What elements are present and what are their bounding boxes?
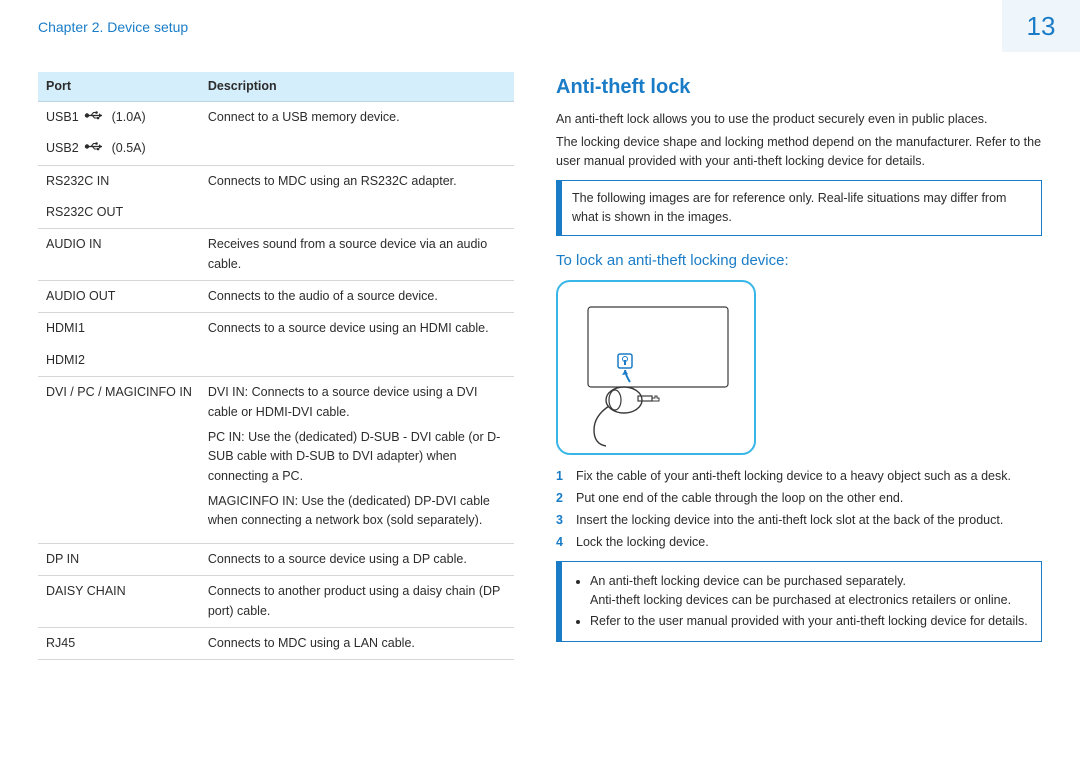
port-cell: AUDIO OUT [38,281,200,313]
table-row: USB1 (1.0A)Connect to a USB memory devic… [38,101,514,133]
port-cell: RS232C OUT [38,197,200,229]
desc-cell: Receives sound from a source device via … [200,229,514,281]
port-cell: DVI / PC / MAGICINFO IN [38,377,200,544]
note-box-1: The following images are for reference o… [556,180,1042,236]
desc-cell: Connect to a USB memory device. [200,101,514,165]
note-bullet: Refer to the user manual provided with y… [590,612,1031,631]
port-cell: HDMI1 [38,313,200,345]
lock-diagram [556,280,756,455]
note-box-2: An anti-theft locking device can be purc… [556,561,1042,641]
step-number: 2 [556,489,568,508]
table-row: RJ45Connects to MDC using a LAN cable. [38,627,514,659]
table-row: AUDIO OUTConnects to the audio of a sour… [38,281,514,313]
table-row: HDMI1Connects to a source device using a… [38,313,514,345]
port-cell: DAISY CHAIN [38,576,200,628]
desc-cell: Connects to a source device using an HDM… [200,313,514,377]
step-text: Lock the locking device. [576,533,709,552]
desc-cell: Connects to the audio of a source device… [200,281,514,313]
port-cell: RS232C IN [38,165,200,197]
step-text: Put one end of the cable through the loo… [576,489,903,508]
desc-cell: Connects to MDC using an RS232C adapter. [200,165,514,229]
intro-text-1: An anti-theft lock allows you to use the… [556,110,1042,129]
step-text: Fix the cable of your anti-theft locking… [576,467,1011,486]
note-bullet: An anti-theft locking device can be purc… [590,572,1031,610]
step-number: 3 [556,511,568,530]
port-cell: USB2 (0.5A) [38,133,200,165]
usb-icon [84,108,106,127]
port-cell: RJ45 [38,627,200,659]
desc-cell: Connects to another product using a dais… [200,576,514,628]
table-row: DP INConnects to a source device using a… [38,543,514,575]
usb-icon [84,139,106,158]
section-heading: Anti-theft lock [556,72,1042,102]
port-cell: HDMI2 [38,345,200,377]
desc-cell: Connects to a source device using a DP c… [200,543,514,575]
step-item: 2 Put one end of the cable through the lo… [556,489,1042,508]
step-text: Insert the locking device into the anti-… [576,511,1003,530]
steps-list: 1 Fix the cable of your anti-theft lockin… [556,467,1042,551]
port-cell: AUDIO IN [38,229,200,281]
desc-cell: Connects to MDC using a LAN cable. [200,627,514,659]
ports-header-desc: Description [200,72,514,101]
table-row: RS232C INConnects to MDC using an RS232C… [38,165,514,197]
table-row: AUDIO INReceives sound from a source dev… [38,229,514,281]
page-number: 13 [1002,0,1080,52]
chapter-title: Chapter 2. Device setup [38,17,188,38]
ports-table: Port Description USB1 (1.0A)Connect to a… [38,72,514,660]
step-item: 1 Fix the cable of your anti-theft lockin… [556,467,1042,486]
ports-header-port: Port [38,72,200,101]
desc-cell: DVI IN: Connects to a source device usin… [200,377,514,544]
step-number: 4 [556,533,568,552]
port-cell: USB1 (1.0A) [38,101,200,133]
sub-heading: To lock an anti-theft locking device: [556,250,1042,273]
port-cell: DP IN [38,543,200,575]
step-number: 1 [556,467,568,486]
step-item: 3 Insert the locking device into the anti… [556,511,1042,530]
table-row: DAISY CHAINConnects to another product u… [38,576,514,628]
table-row: DVI / PC / MAGICINFO INDVI IN: Connects … [38,377,514,544]
intro-text-2: The locking device shape and locking met… [556,133,1042,171]
step-item: 4 Lock the locking device. [556,533,1042,552]
